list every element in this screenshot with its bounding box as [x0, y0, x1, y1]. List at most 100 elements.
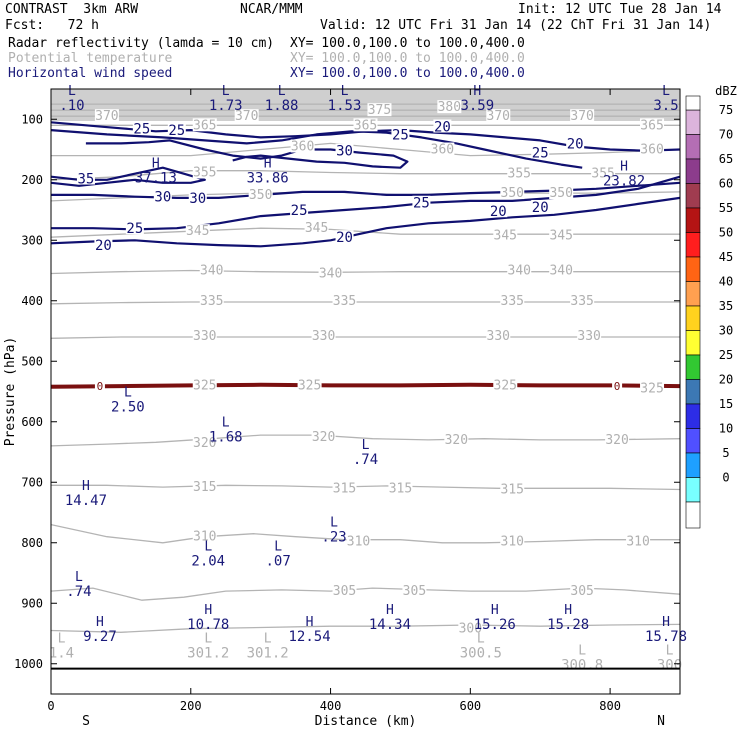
theta-contour-label: 360 — [431, 143, 454, 158]
reflectivity-label-bg — [94, 381, 105, 392]
theta-contour-label: 345 — [494, 228, 517, 243]
extremum-value: 1.53 — [328, 98, 362, 114]
theta-label-bg — [388, 481, 413, 495]
field-wind-name: Horizontal wind speed — [8, 66, 173, 81]
colorbar-label: 60 — [719, 177, 733, 191]
theta-label-bg — [640, 142, 665, 156]
theta-contour-label: 325 — [494, 378, 517, 393]
colorbar-label: 15 — [719, 397, 733, 411]
wind-label-bg — [391, 127, 410, 141]
wind-label-bg — [531, 199, 550, 213]
wind-label-bg — [125, 221, 144, 235]
theta-contour-label: 360 — [640, 143, 663, 158]
theta-label-bg — [199, 293, 224, 307]
theta-label-bg — [500, 293, 525, 307]
theta-contour-label: 380 — [438, 100, 461, 115]
extremum-marker: L — [204, 632, 212, 647]
theta-label-bg — [332, 293, 357, 307]
colorbar-swatch — [685, 158, 701, 184]
extremum-marker: L — [666, 644, 674, 659]
colorbar-swatch — [685, 256, 701, 282]
theta-label-bg — [311, 429, 336, 443]
x-tick-label: 600 — [459, 699, 481, 713]
colorbar-label: 40 — [719, 275, 733, 289]
extremum-value: 300.5 — [460, 646, 502, 662]
extremum-value: 9.27 — [83, 629, 117, 645]
extremum-value: 37.13 — [135, 171, 177, 187]
field-theta-name: Potential temperature — [8, 51, 173, 66]
theta-contour-line — [51, 170, 680, 181]
extremum-value: 33.86 — [247, 171, 289, 187]
wind-label-bg — [132, 121, 151, 135]
theta-contour-label: 320 — [605, 433, 628, 448]
extremum-value: 301.2 — [247, 646, 289, 662]
theta-label-bg — [493, 378, 518, 392]
colorbar-unit: dBZ — [715, 84, 737, 98]
theta-contour-label: 355 — [193, 165, 216, 180]
x-tick-label: 0 — [47, 699, 54, 713]
theta-contour-line — [51, 434, 680, 447]
theta-label-bg — [577, 328, 602, 342]
theta-label-bg — [640, 381, 665, 395]
wind-contour-label: 25 — [532, 146, 549, 162]
extremum-marker: L — [75, 570, 83, 585]
wind-contour-line — [51, 129, 583, 169]
theta-label-bg — [493, 228, 518, 242]
theta-contour-label: 310 — [626, 535, 649, 550]
theta-label-bg — [192, 328, 217, 342]
y-tick-label: 300 — [21, 233, 43, 247]
colorbar-swatch — [685, 403, 701, 429]
y-tick-label: 500 — [21, 354, 43, 368]
theta-label-bg — [297, 378, 322, 392]
extremum-marker: H — [96, 615, 104, 630]
theta-label-bg — [591, 166, 616, 180]
wind-contour-label: 25 — [133, 121, 150, 137]
colorbar-swatch — [685, 354, 701, 380]
theta-label-bg — [192, 378, 217, 392]
y-tick-label: 800 — [21, 536, 43, 550]
extremum-marker: H — [306, 615, 314, 630]
extremum-marker: L — [124, 385, 132, 400]
colorbar-swatch — [685, 134, 701, 160]
extremum-value: .74 — [353, 452, 378, 468]
theta-label-bg — [192, 480, 217, 494]
wind-contour-label: 25 — [126, 221, 143, 237]
theta-contour-label: 305 — [570, 584, 593, 599]
theta-label-bg — [304, 221, 329, 235]
extremum-marker: L — [362, 438, 370, 453]
extremum-value: 2.04 — [191, 554, 225, 570]
wind-label-bg — [412, 195, 431, 209]
colorbar-swatch — [685, 281, 701, 307]
theta-contour-label: 325 — [193, 378, 216, 393]
wind-label-bg — [290, 203, 309, 216]
theta-label-bg — [367, 103, 392, 117]
extremum-value: .07 — [265, 554, 290, 570]
extremum-marker: L — [341, 84, 349, 99]
colorbar-swatch — [685, 232, 701, 258]
y-axis-label: Pressure (hPa) — [3, 337, 18, 447]
extremum-marker: L — [278, 84, 286, 99]
theta-contour-line — [51, 336, 680, 339]
wind-label-bg — [335, 143, 354, 157]
extremum-value: .23 — [321, 529, 346, 545]
theta-contour-label: 320 — [193, 436, 216, 451]
theta-contour-label: 315 — [501, 483, 524, 498]
theta-label-bg — [570, 109, 595, 123]
theta-contour-line — [51, 523, 680, 544]
extremum-marker: L — [222, 416, 230, 431]
theta-contour-label: 365 — [193, 118, 216, 133]
theta-contour-label: 340 — [319, 267, 342, 282]
extremum-value: 23.82 — [603, 174, 645, 190]
wind-contour-line — [51, 196, 680, 248]
y-tick-label: 400 — [21, 294, 43, 308]
colorbar-label: 65 — [719, 152, 733, 166]
theta-contour-label: 315 — [389, 481, 412, 496]
extremum-marker: L — [274, 540, 282, 555]
extrema-labels: L.10L1.73L1.88L1.53H3.59L3.5H37.13H33.86… — [49, 84, 687, 674]
theta-contour-label: 365 — [640, 118, 663, 133]
extremum-marker: H — [264, 157, 272, 172]
y-tick-label: 900 — [21, 596, 43, 610]
theta-label-bg — [332, 584, 357, 598]
org-label: NCAR/MMM — [240, 2, 303, 17]
